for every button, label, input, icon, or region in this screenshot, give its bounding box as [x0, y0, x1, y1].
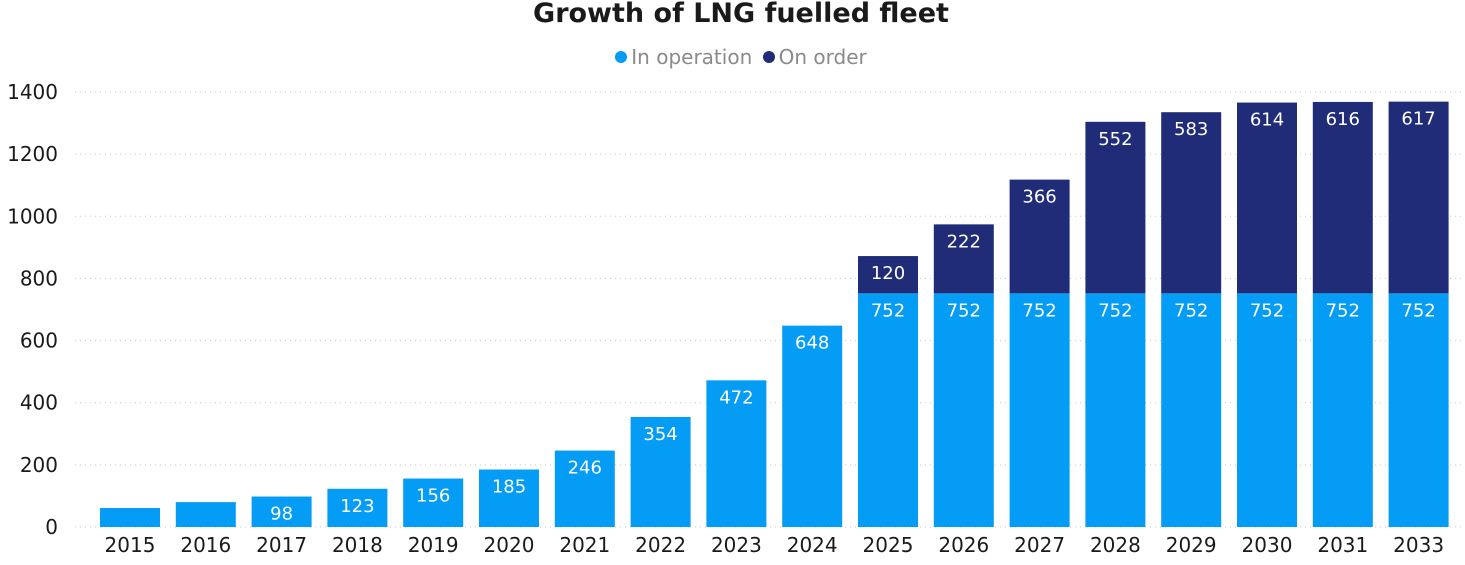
- data-label: 752: [1250, 300, 1284, 321]
- y-tick-label: 1000: [7, 204, 58, 228]
- bar-in-operation: [479, 469, 539, 527]
- bar-in-operation: [933, 293, 994, 527]
- x-tick-label: 2024: [787, 533, 838, 557]
- y-tick-label: 1400: [7, 80, 58, 104]
- data-label: 472: [719, 387, 753, 408]
- legend-label-in-operation: In operation: [631, 45, 753, 69]
- x-axis: 2015 2016 2017 2018 2019 2020 2021 2022 2023 2024…: [105, 533, 1445, 557]
- x-tick-label: 2025: [863, 533, 914, 557]
- bar-in-operation: [630, 417, 691, 527]
- x-tick-label: 2015: [105, 533, 156, 557]
- bar-on-order: [1237, 102, 1297, 294]
- data-label: 617: [1401, 109, 1435, 130]
- bar-in-operation: [1388, 293, 1449, 527]
- data-label: 752: [871, 300, 905, 321]
- data-label: 752: [1022, 300, 1056, 321]
- data-label: 120: [871, 263, 905, 284]
- x-tick-label: 2018: [332, 533, 383, 557]
- legend-dot-in-operation: [615, 51, 628, 63]
- bar-in-operation: [1161, 293, 1222, 527]
- data-label: 614: [1250, 110, 1284, 131]
- gridlines: [75, 91, 1465, 528]
- data-label: 752: [1174, 300, 1208, 321]
- data-label: 156: [416, 486, 450, 507]
- y-tick-label: 200: [20, 453, 58, 477]
- legend: In operation On order: [0, 44, 1465, 69]
- y-axis: 0 200 400 600 800 1000 1200 1400: [7, 80, 58, 539]
- data-label: 752: [947, 300, 981, 321]
- bar-on-order: [1161, 112, 1222, 294]
- data-label: 752: [1401, 300, 1435, 321]
- bars: [100, 101, 1449, 527]
- data-labels: 98 123 156 185 246 354 472 648 752 120 752 222 752 36…: [270, 109, 1436, 525]
- bar-in-operation: [251, 496, 312, 527]
- bar-on-order: [1312, 101, 1373, 294]
- x-tick-label: 2017: [256, 533, 307, 557]
- x-tick-label: 2026: [938, 533, 989, 557]
- x-tick-label: 2028: [1090, 533, 1141, 557]
- bar-in-operation: [1085, 293, 1146, 527]
- bar-in-operation: [100, 508, 160, 527]
- legend-item-in-operation[interactable]: In operation: [615, 45, 752, 69]
- x-tick-label: 2033: [1393, 533, 1444, 557]
- x-tick-label: 2031: [1317, 533, 1368, 557]
- data-label: 752: [1326, 300, 1360, 321]
- data-label: 616: [1326, 109, 1360, 130]
- y-tick-label: 400: [20, 391, 58, 415]
- bar-in-operation: [706, 380, 767, 527]
- x-tick-label: 2029: [1166, 533, 1217, 557]
- x-tick-label: 2030: [1242, 533, 1293, 557]
- data-label: 123: [340, 496, 374, 517]
- bar-in-operation: [175, 502, 236, 527]
- y-tick-label: 0: [45, 515, 58, 539]
- bar-on-order: [1085, 121, 1146, 294]
- x-tick-label: 2016: [180, 533, 231, 557]
- data-label: 648: [795, 333, 829, 354]
- bar-on-order: [1009, 179, 1070, 294]
- data-label: 246: [568, 458, 602, 479]
- y-tick-label: 800: [20, 266, 58, 290]
- bar-in-operation: [858, 293, 918, 527]
- data-label: 552: [1098, 129, 1132, 150]
- bar-on-order: [858, 256, 918, 294]
- y-tick-label: 600: [20, 329, 58, 353]
- data-label: 752: [1098, 300, 1132, 321]
- data-label: 354: [643, 424, 677, 445]
- chart-title: Growth of LNG fuelled fleet: [533, 0, 949, 29]
- data-label: 98: [270, 504, 293, 525]
- data-label: 185: [492, 477, 526, 498]
- x-tick-label: 2020: [484, 533, 535, 557]
- legend-item-on-order[interactable]: On order: [762, 45, 867, 69]
- x-tick-label: 2022: [635, 533, 686, 557]
- y-tick-label: 1200: [7, 142, 58, 166]
- bar-in-operation: [1237, 293, 1297, 527]
- bar-in-operation: [554, 450, 615, 527]
- data-label: 222: [947, 231, 981, 252]
- legend-dot-on-order: [762, 51, 775, 63]
- bar-in-operation: [403, 478, 464, 527]
- legend-label-on-order: On order: [778, 45, 867, 69]
- x-tick-label: 2021: [559, 533, 610, 557]
- bar-on-order: [1388, 101, 1449, 294]
- bar-in-operation: [1009, 293, 1070, 527]
- bar-on-order: [933, 224, 994, 294]
- data-label: 583: [1174, 119, 1208, 140]
- bar-in-operation: [1312, 293, 1373, 527]
- bar-in-operation: [327, 488, 388, 527]
- data-label: 366: [1022, 187, 1056, 208]
- x-tick-label: 2023: [711, 533, 762, 557]
- bar-in-operation: [782, 325, 843, 527]
- x-tick-label: 2019: [408, 533, 459, 557]
- x-tick-label: 2027: [1014, 533, 1065, 557]
